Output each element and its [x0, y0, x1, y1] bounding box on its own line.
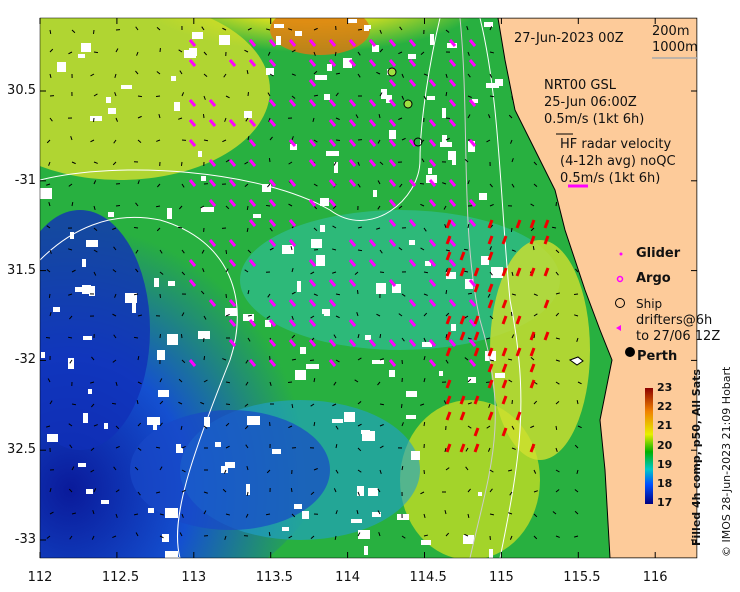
velocity-vectors — [45, 25, 582, 541]
colorbar-tick: 21 — [657, 419, 673, 433]
isobath-200: 200m — [652, 24, 690, 39]
rottnest-island — [568, 356, 584, 366]
x-tick-label: 115 — [488, 570, 514, 585]
legend-drifters-time: to 27/06 12Z — [636, 329, 721, 344]
radar-scale: 0.5m/s (1kt 6h) — [560, 171, 661, 186]
x-tick-label: 114 — [335, 570, 360, 585]
radar-avg: (4-12h avg) noQC — [560, 154, 676, 169]
y-tick-label: 31.5 — [7, 262, 36, 278]
y-tick-label: -33 — [14, 532, 36, 547]
model-name: NRT00 GSL — [544, 78, 616, 93]
legend-glider: Glider — [636, 246, 681, 261]
colorbar-tick: 18 — [657, 477, 673, 490]
y-tick-label: -31 — [14, 172, 36, 188]
city-label: Perth — [637, 349, 678, 364]
colorbar-tick: 19 — [657, 457, 673, 471]
radar-title: HF radar velocity — [560, 137, 672, 152]
isobath-1000: 1000m — [652, 40, 698, 55]
glider-marker-icon — [619, 252, 623, 256]
ship-marker — [413, 137, 423, 147]
x-tick-label: 114.5 — [409, 570, 447, 585]
model-scale: 0.5m/s (1kt 6h) — [544, 112, 645, 127]
x-tick-label: 116 — [642, 570, 668, 585]
x-tick-label: 112 — [27, 570, 53, 585]
y-tick-label: 30.5 — [7, 83, 36, 98]
colorbar-label: Filled 4h comp, p50, All Sats — [690, 369, 703, 546]
perth-marker-icon — [625, 347, 635, 357]
model-time: 25-Jun 06:00Z — [544, 95, 637, 110]
x-tick-label: 112.5 — [101, 570, 140, 585]
x-tick-label: 113 — [181, 570, 207, 585]
colorbar-tick: 23 — [657, 381, 673, 394]
credit: © IMOS 28-Jun-2023 21:09 Hobart — [720, 366, 733, 557]
colorbar-tick: 20 — [657, 438, 673, 452]
x-tick-label: 115.5 — [563, 570, 601, 585]
x-tick-label: 113.5 — [255, 570, 293, 585]
legend-drifters: drifters@6h — [636, 313, 713, 328]
ship-marker-icon — [615, 298, 625, 308]
legend-ship: Ship — [636, 297, 663, 311]
y-tick-label: 32.5 — [7, 442, 36, 458]
argo-marker-icon — [616, 275, 624, 283]
ship-marker — [387, 67, 397, 77]
legend-argo: Argo — [636, 271, 671, 286]
colorbar-tick: 22 — [657, 400, 673, 414]
y-tick-label: -32 — [14, 352, 36, 368]
ship-marker — [403, 99, 413, 109]
timestamp: 27-Jun-2023 00Z — [514, 31, 624, 46]
colorbar — [645, 388, 653, 504]
colorbar-tick: 17 — [657, 496, 673, 510]
isobath-lines — [40, 18, 522, 558]
drifter-marker-icon — [616, 325, 621, 331]
